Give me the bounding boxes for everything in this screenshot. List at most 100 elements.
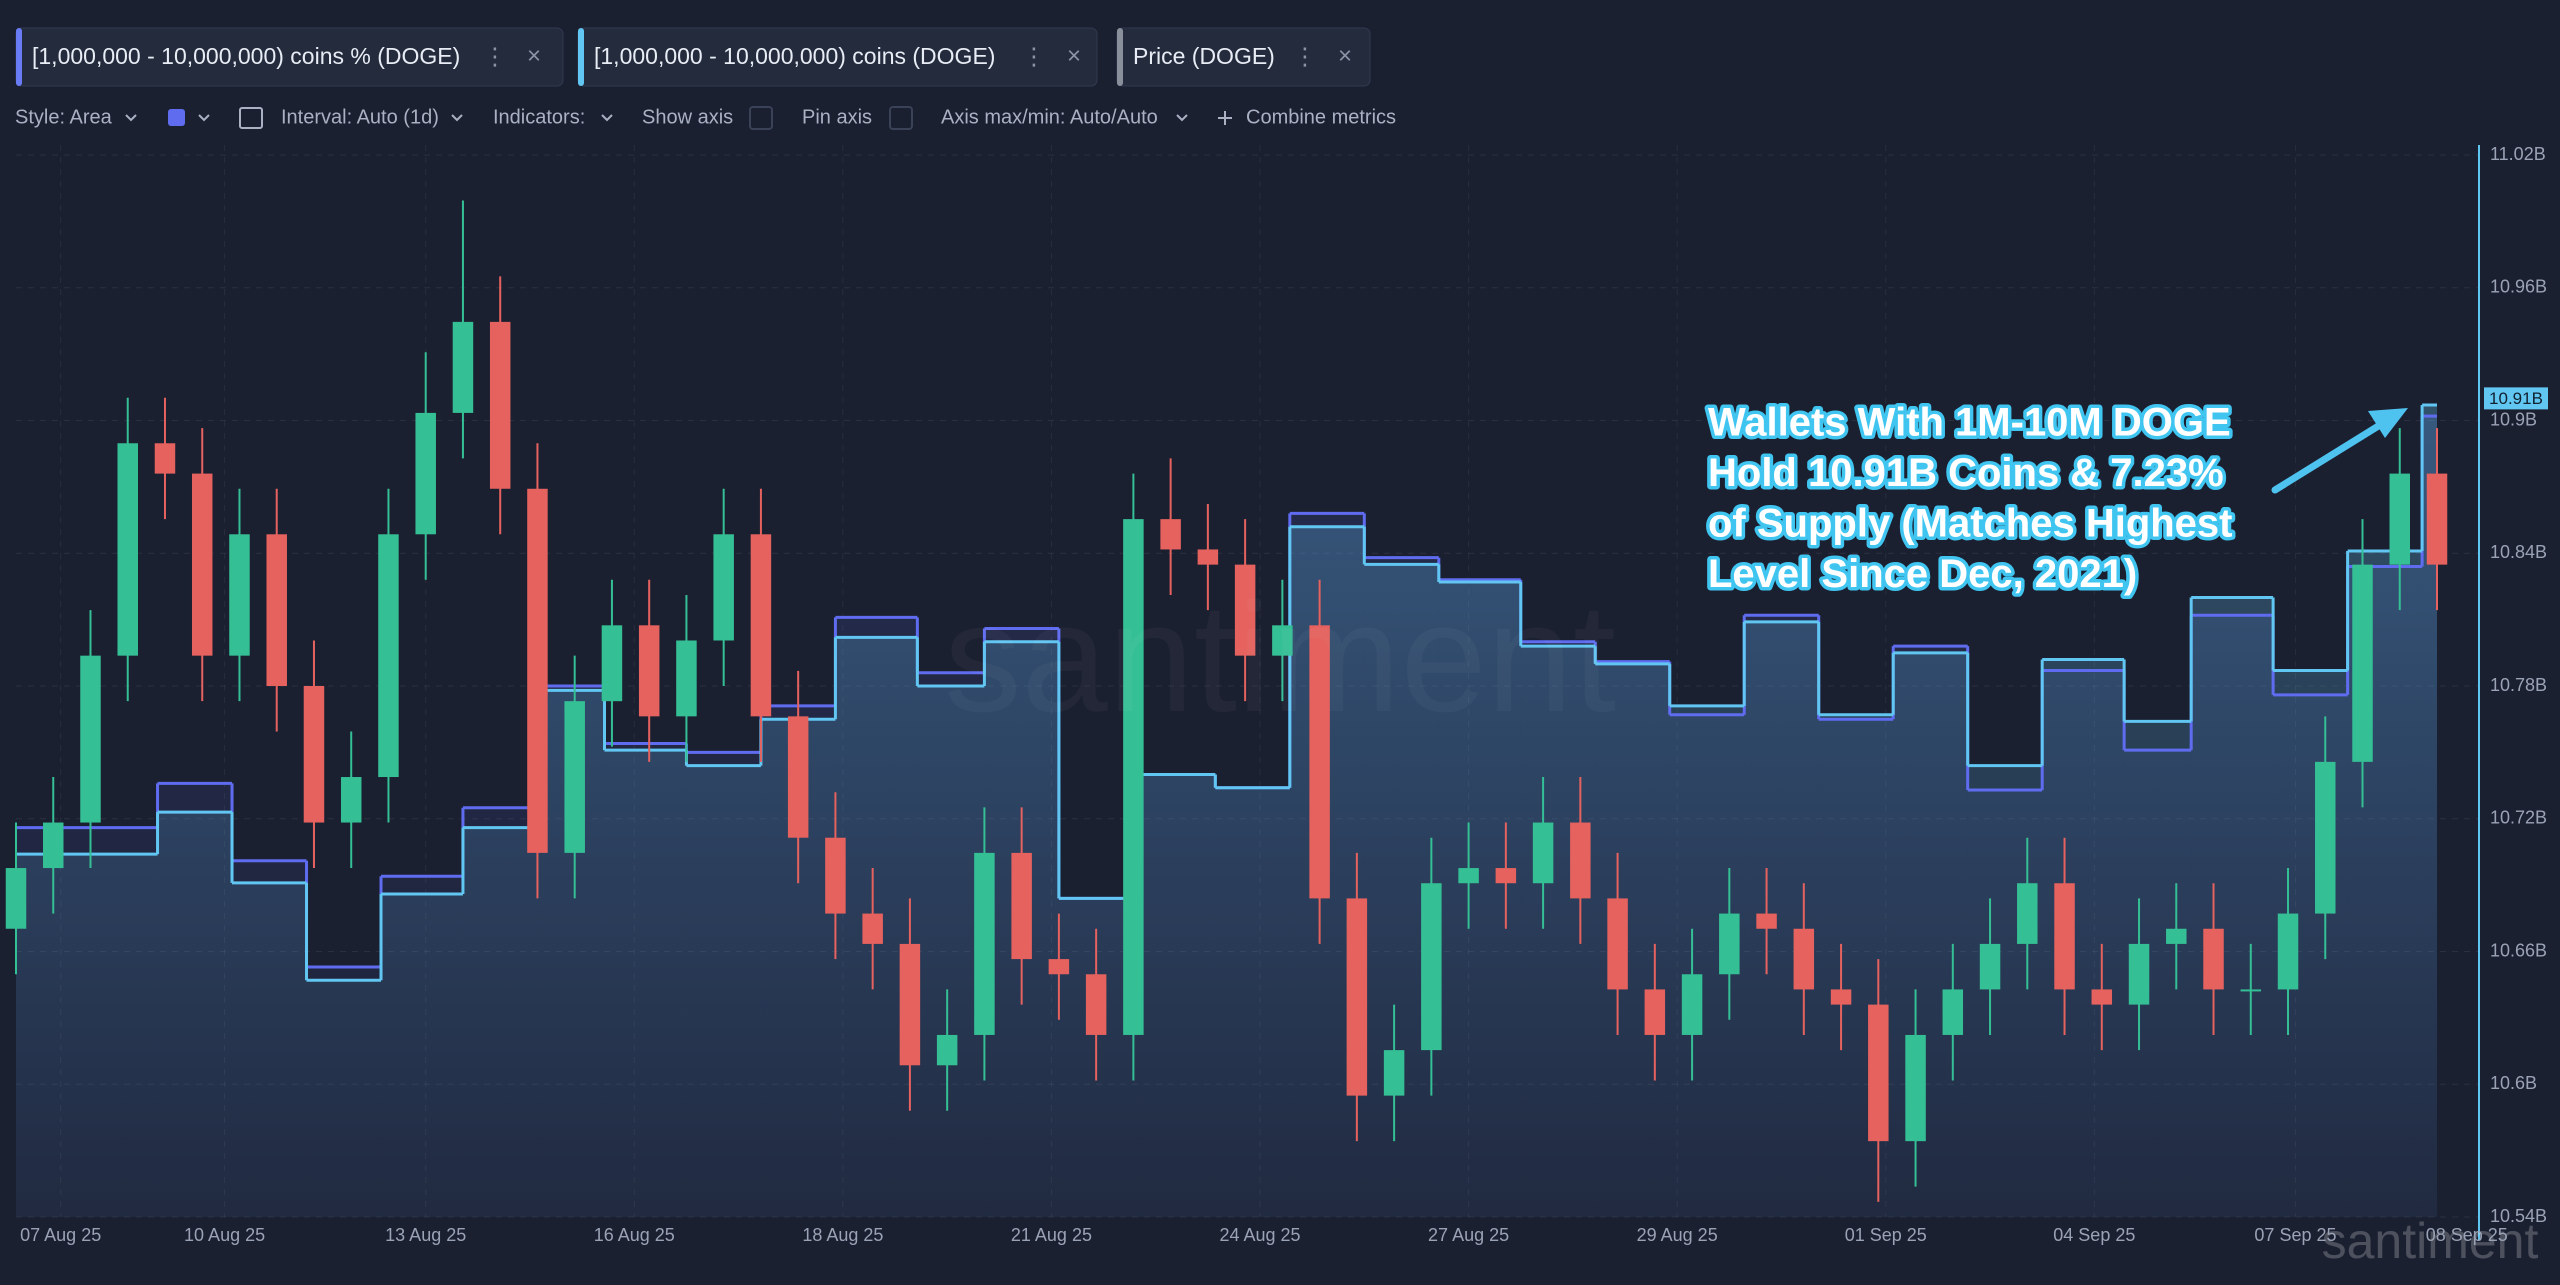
x-tick-label: 24 Aug 25 <box>1219 1225 1300 1245</box>
candle-body <box>750 534 772 717</box>
candle-body <box>1234 564 1256 656</box>
tab-label[interactable]: Price (DOGE) <box>1133 43 1275 69</box>
area-step <box>16 854 158 1217</box>
annotation-line: of Supply (Matches Highest <box>1708 502 2233 546</box>
combine-metrics[interactable]: Combine metrics <box>1246 106 1396 128</box>
x-tick-label: 29 Aug 25 <box>1637 1225 1718 1245</box>
tab-menu[interactable]: ⋮ <box>1022 43 1046 70</box>
candle-body <box>1570 822 1591 899</box>
y-tick-label: 10.78B <box>2490 675 2547 695</box>
color-swatch[interactable] <box>168 109 185 126</box>
candle-body <box>2352 564 2373 762</box>
x-tick-label: 04 Sep 25 <box>2053 1225 2135 1245</box>
plus-icon <box>1218 111 1232 125</box>
chevron <box>601 114 613 122</box>
candle-body <box>2240 989 2262 992</box>
annotation-line: Level Since Dec, 2021) <box>1708 552 2137 596</box>
interval-select[interactable]: Interval: Auto (1d) <box>281 106 439 128</box>
checkbox[interactable] <box>749 106 773 130</box>
candle-body <box>2017 883 2038 944</box>
candle-body <box>2128 943 2150 1005</box>
metric-tab[interactable]: Price (DOGE) ⋮ × <box>1116 27 1371 87</box>
show-axis-toggle[interactable]: Show axis <box>642 106 733 128</box>
x-tick-label: 10 Aug 25 <box>184 1225 265 1245</box>
toolbar: Style: Area Interval: Auto (1d) Indicato… <box>15 106 1396 130</box>
y-tick-label: 10.96B <box>2490 277 2547 297</box>
candle-body <box>2054 883 2075 990</box>
candle-body <box>1383 1050 1405 1096</box>
x-tick-label: 27 Aug 25 <box>1428 1225 1509 1245</box>
candle-body <box>1011 852 1032 960</box>
axis-range-select[interactable]: Axis max/min: Auto/Auto <box>941 106 1158 128</box>
tab-menu[interactable]: ⋮ <box>483 43 507 70</box>
candle-body <box>564 701 585 853</box>
metric-tab[interactable]: [1,000,000 - 10,000,000) coins % (DOGE) … <box>15 27 564 87</box>
candle-body <box>527 488 548 853</box>
y-tick-label: 10.6B <box>2490 1073 2537 1093</box>
annotation-line: Wallets With 1M-10M DOGE <box>1708 401 2231 445</box>
chevron <box>198 114 210 122</box>
area-step <box>604 750 687 1217</box>
tab-close[interactable]: × <box>1067 42 1081 69</box>
area-step <box>232 882 307 1217</box>
area-step <box>157 812 233 1217</box>
candle-body <box>1644 989 1666 1035</box>
area-step <box>1818 714 1894 1217</box>
area-step <box>686 765 761 1217</box>
tab-color-bar <box>1117 28 1123 86</box>
y-tick-label: 10.66B <box>2490 940 2547 960</box>
candle-body <box>1681 974 1703 1035</box>
candle-body <box>1495 868 1517 884</box>
x-tick-label: 18 Aug 25 <box>802 1225 883 1245</box>
annotation-line: Hold 10.91B Coins & 7.23% <box>1708 451 2224 495</box>
candle-body <box>154 443 176 474</box>
tab-color-bar <box>578 28 584 86</box>
candle-body <box>5 868 27 929</box>
area-step <box>1893 652 1968 1217</box>
x-tick-label: 07 Sep 25 <box>2254 1225 2336 1245</box>
tab-label[interactable]: [1,000,000 - 10,000,000) coins (DOGE) <box>594 43 995 69</box>
candle-body <box>1868 1004 1889 1142</box>
candle-body <box>899 943 921 1066</box>
annotation: Wallets With 1M-10M DOGE Hold 10.91B Coin… <box>1705 397 2408 600</box>
chevron <box>1176 114 1188 122</box>
candle-body <box>787 716 809 838</box>
candle-body <box>2389 473 2410 565</box>
area-step <box>1520 646 1596 1217</box>
checkbox[interactable] <box>889 106 913 130</box>
arrow-head <box>2368 408 2408 438</box>
candle-body <box>43 822 64 869</box>
candle-body <box>1607 898 1628 990</box>
tab-label[interactable]: [1,000,000 - 10,000,000) coins % (DOGE) <box>32 43 460 69</box>
tab-close[interactable]: × <box>527 42 541 69</box>
candle-body <box>266 534 287 686</box>
watermark: santiment <box>944 571 1616 744</box>
area-step <box>1140 774 1216 1217</box>
y-tick-label: 10.72B <box>2490 808 2547 828</box>
candle-body <box>1309 625 1330 899</box>
indicators-select[interactable]: Indicators: <box>493 106 585 128</box>
candle-body <box>229 534 250 656</box>
candle-body <box>1160 519 1181 550</box>
area-step <box>381 893 463 1217</box>
area-step <box>1595 663 1670 1217</box>
x-tick-label: 13 Aug 25 <box>385 1225 466 1245</box>
y-tick-label: 11.02B <box>2490 144 2546 164</box>
y-tick-label: 10.54B <box>2490 1206 2547 1226</box>
pin-axis-toggle[interactable]: Pin axis <box>802 106 872 128</box>
chevron <box>125 114 137 122</box>
candle-body <box>1979 943 2001 990</box>
watermark: santiment <box>2322 1213 2539 1269</box>
style-select[interactable]: Style: Area <box>15 106 113 128</box>
candle-body <box>2277 913 2299 990</box>
candle-body <box>2315 761 2336 914</box>
tab-menu[interactable]: ⋮ <box>1293 43 1317 70</box>
metric-tab[interactable]: [1,000,000 - 10,000,000) coins (DOGE) ⋮ … <box>577 27 1098 87</box>
tab-close[interactable]: × <box>1338 42 1352 69</box>
candle-body <box>1756 913 1777 929</box>
candle-body <box>638 625 660 717</box>
candle-body <box>825 837 846 914</box>
candle-body <box>1532 822 1554 884</box>
x-tick-label: 16 Aug 25 <box>594 1225 675 1245</box>
candle-body <box>1719 913 1740 975</box>
